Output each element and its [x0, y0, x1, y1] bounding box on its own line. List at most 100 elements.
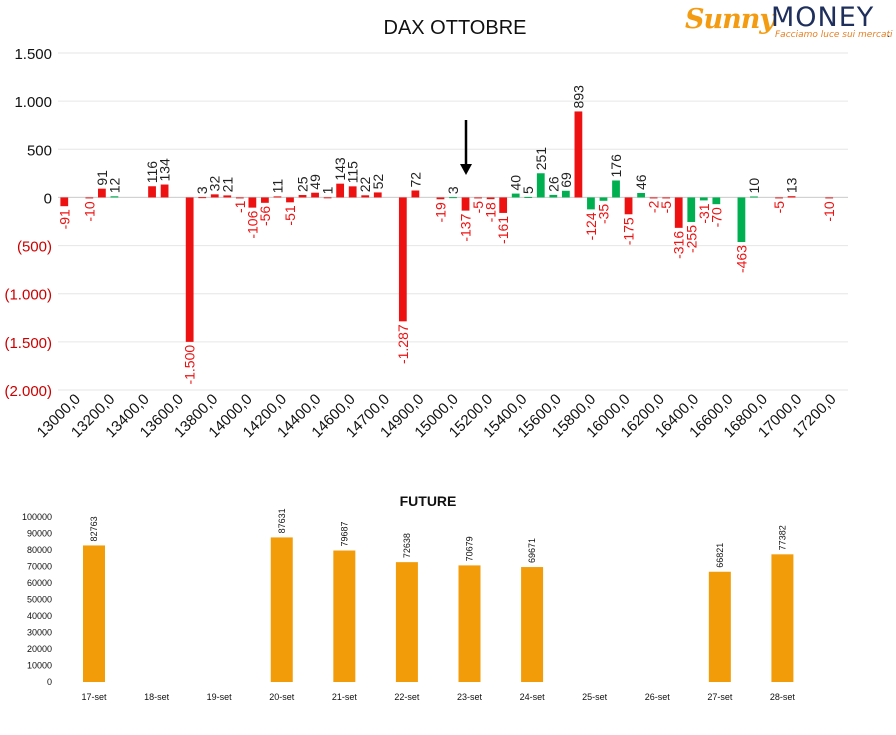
future-y-tick-label: 80000 [27, 545, 52, 555]
dax-ottobre-chart: DAX OTTOBRE 1.500 1.000 500 0 (500) (1.000) (1… [4, 17, 848, 441]
data-label: -175 [621, 217, 637, 245]
data-label: 5 [520, 186, 536, 194]
data-label: 143 [332, 157, 348, 181]
bar [549, 194, 558, 198]
future-title: FUTURE [400, 493, 457, 509]
data-label: 251 [533, 147, 549, 171]
future-bar [771, 554, 794, 682]
gridlines [58, 52, 848, 391]
future-y-tick-label: 90000 [27, 529, 52, 539]
y-tick-label: (1.500) [4, 335, 52, 352]
bar [235, 197, 244, 199]
data-label: 40 [508, 175, 524, 191]
data-label: 52 [370, 174, 386, 190]
bar [248, 197, 257, 208]
data-label: 12 [106, 177, 122, 193]
future-bar [708, 571, 731, 682]
data-label: 21 [219, 177, 235, 193]
future-y-axis-ticks: 0 10000 20000 30000 40000 50000 60000 70000 8000… [22, 512, 52, 687]
bar [486, 197, 495, 200]
bar [775, 197, 783, 199]
data-label: -70 [708, 207, 724, 227]
bar [261, 197, 269, 203]
bar [737, 197, 746, 243]
data-label: -2 [646, 200, 662, 213]
data-label: -35 [595, 204, 611, 224]
data-label: -124 [583, 212, 599, 240]
data-label: 91 [94, 170, 110, 186]
future-y-tick-label: 70000 [27, 562, 52, 572]
future-chart: FUTURE 0 10000 20000 30000 40000 50000 60000 70… [22, 493, 795, 702]
data-label: 46 [633, 174, 649, 190]
bar [461, 197, 470, 211]
y-tick-label: (1.000) [4, 287, 52, 304]
future-bar [270, 537, 293, 682]
future-x-tick-label: 19-set [207, 692, 233, 702]
bar [536, 173, 545, 198]
bar [110, 196, 119, 198]
logo-tagline: Facciamo luce sui mercati [775, 30, 893, 40]
bar [662, 197, 671, 199]
arrow-down-icon [460, 120, 472, 175]
y-tick-label: 0 [44, 190, 52, 207]
future-x-tick-label: 21-set [332, 692, 358, 702]
data-label: -31 [696, 203, 712, 223]
bar [587, 197, 595, 210]
data-label: 116 [144, 161, 160, 184]
x-axis-ticks: 13000,013200,013400,013600,013800,014000… [34, 391, 840, 441]
data-label: 13 [784, 177, 800, 193]
data-label: 176 [608, 154, 624, 178]
y-axis-ticks: 1.500 1.000 500 0 (500) (1.000) (1.500) (2.000) [4, 46, 52, 400]
y-tick-label: 500 [27, 142, 52, 159]
future-y-tick-label: 50000 [27, 595, 52, 605]
bar [524, 196, 533, 198]
bar [511, 193, 520, 198]
data-label: -91 [56, 209, 72, 229]
data-label: 1 [320, 186, 336, 194]
bar [699, 197, 708, 201]
future-bars [83, 537, 794, 682]
chart-title: DAX OTTOBRE [384, 17, 527, 39]
future-x-axis-ticks: 17-set 18-set 19-set 20-set 21-set 22-set 23-s… [81, 692, 795, 702]
data-label: -106 [244, 210, 260, 238]
data-label: -255 [683, 225, 699, 253]
bar [311, 192, 319, 198]
data-label: 115 [345, 161, 361, 184]
data-label: -56 [257, 206, 273, 226]
bar [148, 186, 156, 198]
future-data-labels: 82763 87631 79687 72638 70679 69671 66821 77382 [89, 508, 787, 567]
future-data-label: 70679 [465, 536, 475, 561]
future-x-tick-label: 20-set [269, 692, 295, 702]
bar [574, 111, 583, 198]
future-bar [458, 565, 481, 682]
data-label: 10 [746, 178, 762, 194]
future-x-tick-label: 18-set [144, 692, 170, 702]
data-label: -463 [733, 245, 749, 273]
y-tick-label: (2.000) [4, 383, 52, 400]
future-x-tick-label: 17-set [81, 692, 107, 702]
data-label: -51 [282, 205, 298, 225]
bar [286, 197, 294, 203]
bar [361, 195, 370, 198]
bar [599, 197, 608, 201]
bar [160, 184, 169, 198]
future-y-tick-label: 0 [47, 677, 52, 687]
data-label: 72 [407, 172, 423, 188]
data-label: 11 [269, 179, 285, 194]
bars [60, 111, 834, 342]
data-label: -5 [470, 201, 486, 214]
bar [185, 197, 194, 342]
data-label: -10 [821, 201, 837, 221]
data-label: -1 [232, 200, 248, 213]
future-bar [521, 567, 544, 682]
bar [60, 197, 69, 207]
data-label: -316 [671, 231, 687, 259]
data-label: -5 [771, 201, 787, 214]
data-label: 134 [157, 158, 173, 182]
future-x-tick-label: 28-set [770, 692, 796, 702]
bar [499, 197, 508, 213]
data-labels: -91 -109112116134-1.50033221-1-106-5611-5… [56, 85, 837, 385]
data-label: 32 [207, 176, 223, 192]
data-label: -1.287 [395, 324, 411, 364]
data-label: -5 [658, 201, 674, 214]
